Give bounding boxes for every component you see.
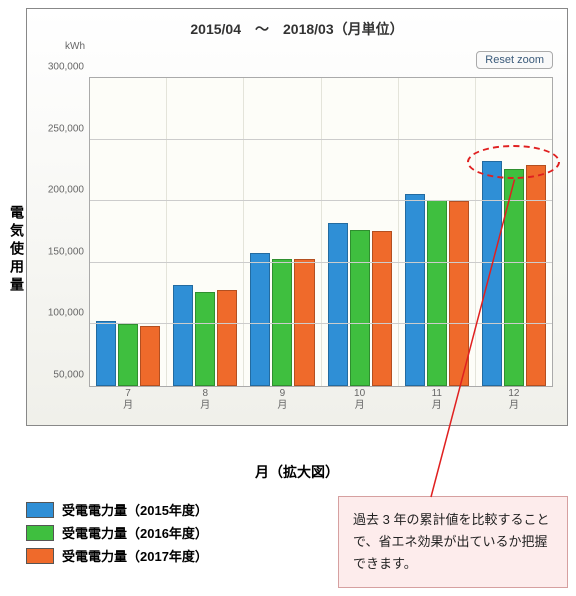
y-tick-label: 250,000	[48, 123, 90, 134]
legend-item: 受電電力量（2015年度）	[26, 500, 322, 519]
legend-item: 受電電力量（2016年度）	[26, 523, 322, 542]
reset-zoom-button[interactable]: Reset zoom	[476, 51, 553, 69]
y-tick-label: 150,000	[48, 246, 90, 257]
bar	[526, 165, 546, 386]
bar	[96, 321, 116, 386]
legend-item: 受電電力量（2017年度）	[26, 546, 322, 565]
bar	[405, 194, 425, 386]
bar	[449, 201, 469, 386]
y-tick-label: 50,000	[53, 370, 90, 381]
bar	[140, 326, 160, 386]
note-box: 過去 3 年の累計値を比較することで、省エネ効果が出ているか把握できます。	[338, 496, 568, 588]
category-group: 12月	[476, 78, 552, 386]
x-tick-label: 8月	[167, 386, 243, 412]
container: 電気使用量 2015/04 〜 2018/03（月単位） kWh Reset z…	[8, 8, 568, 588]
legend-label: 受電電力量（2017年度）	[62, 546, 208, 565]
bar	[504, 169, 524, 386]
x-tick-label: 9月	[244, 386, 320, 412]
plot-column: 2015/04 〜 2018/03（月単位） kWh Reset zoom 7月…	[26, 8, 568, 492]
legend-swatch	[26, 525, 54, 541]
bar	[328, 223, 348, 386]
bar	[372, 231, 392, 386]
x-axis-label: 月（拡大図）	[26, 462, 568, 482]
legend-label: 受電電力量（2016年度）	[62, 523, 208, 542]
legend: 受電電力量（2015年度） 受電電力量（2016年度） 受電電力量（2017年度）	[26, 496, 322, 588]
bar	[118, 324, 138, 386]
y-axis-outer-label-text: 電気使用量	[7, 205, 27, 295]
category-group: 10月	[322, 78, 399, 386]
bar	[350, 230, 370, 386]
y-tick-label: 200,000	[48, 185, 90, 196]
gridline	[90, 262, 552, 263]
y-tick-label: 300,000	[48, 62, 90, 73]
y-axis-unit: kWh	[65, 41, 85, 52]
gridline	[90, 200, 552, 201]
y-axis-outer-label: 電気使用量	[8, 8, 26, 492]
category-group: 9月	[244, 78, 321, 386]
x-tick-label: 10月	[322, 386, 398, 412]
bar	[195, 292, 215, 386]
y-tick-label: 100,000	[48, 308, 90, 319]
legend-swatch	[26, 502, 54, 518]
plot-wrap: 電気使用量 2015/04 〜 2018/03（月単位） kWh Reset z…	[8, 8, 568, 492]
legend-label: 受電電力量（2015年度）	[62, 500, 208, 519]
bar	[250, 253, 270, 386]
bar	[217, 290, 237, 386]
bars-row: 7月8月9月10月11月12月	[90, 78, 552, 386]
legend-swatch	[26, 548, 54, 564]
note-text: 過去 3 年の累計値を比較することで、省エネ効果が出ているか把握できます。	[353, 512, 549, 571]
bar	[427, 200, 447, 386]
x-tick-label: 7月	[90, 386, 166, 412]
bar	[482, 161, 502, 386]
below-row: 受電電力量（2015年度）受電電力量（2016年度）受電電力量（2017年度） …	[8, 496, 568, 588]
category-group: 11月	[399, 78, 476, 386]
chart-frame: 2015/04 〜 2018/03（月単位） kWh Reset zoom 7月…	[26, 8, 568, 426]
plot-area: 7月8月9月10月11月12月 50,000100,000150,000200,…	[89, 77, 553, 387]
gridline	[90, 139, 552, 140]
gridline	[90, 323, 552, 324]
x-tick-label: 12月	[476, 386, 552, 412]
chart-title: 2015/04 〜 2018/03（月単位）	[31, 13, 563, 41]
category-group: 7月	[90, 78, 167, 386]
x-tick-label: 11月	[399, 386, 475, 412]
bar	[173, 285, 193, 386]
category-group: 8月	[167, 78, 244, 386]
